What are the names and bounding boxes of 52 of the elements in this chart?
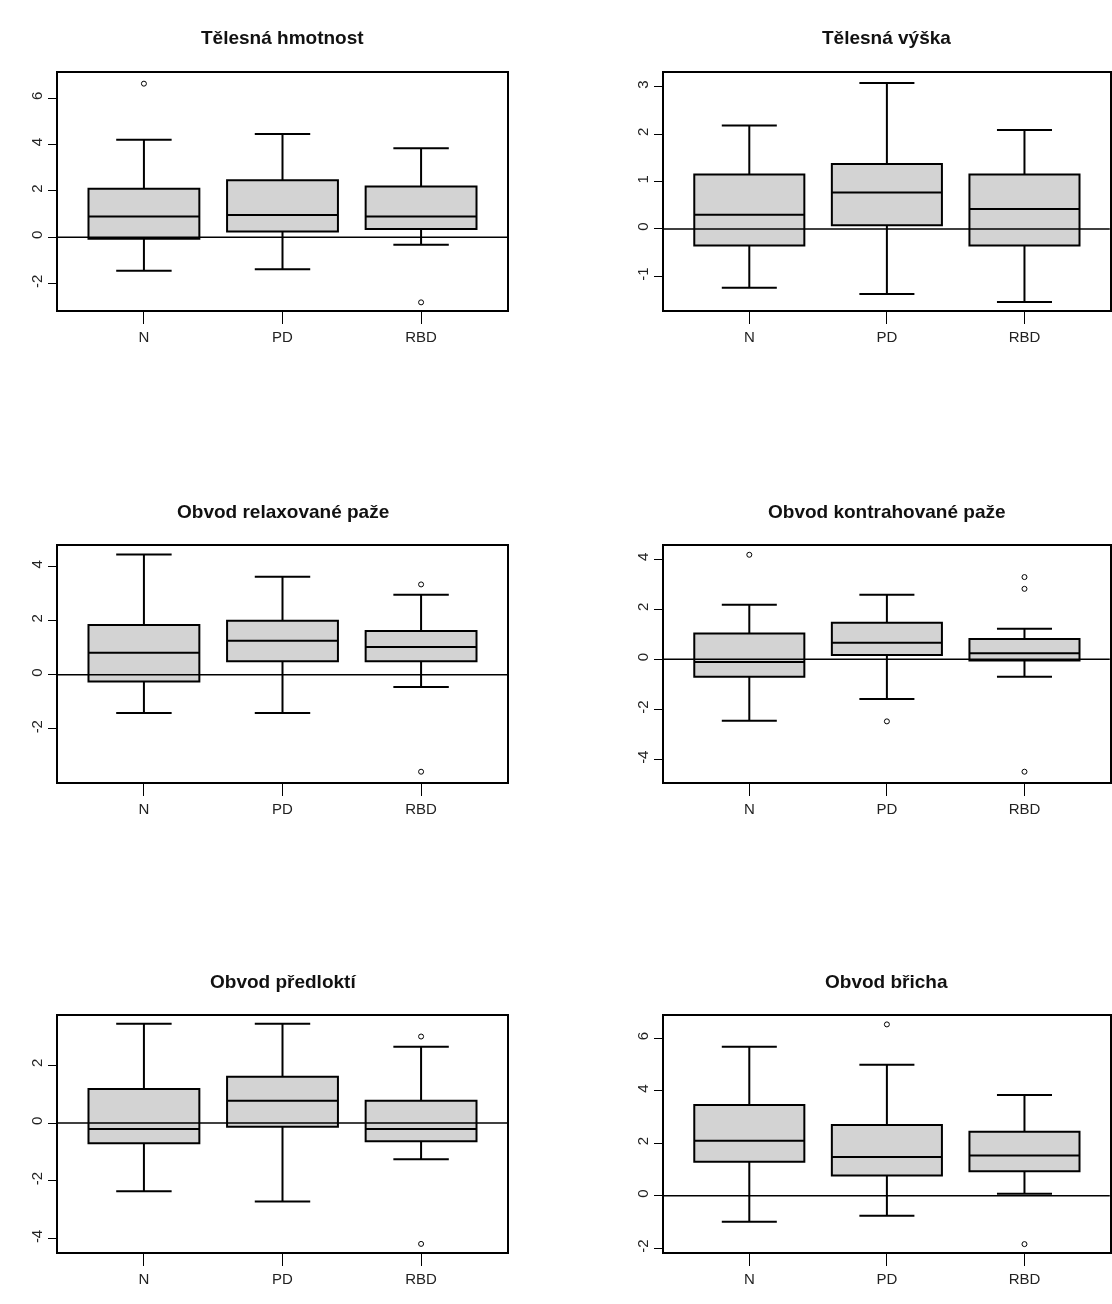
y-tick-label: -2 [634, 700, 651, 714]
x-tick-label: N [138, 800, 150, 817]
y-tick-label: 6 [28, 91, 45, 100]
x-tick-label: RBD [1008, 800, 1041, 817]
x-tick-label: N [138, 1270, 150, 1287]
x-tick-label: PD [876, 1270, 898, 1287]
y-tick-label: 0 [634, 652, 651, 662]
y-tick-label: 0 [28, 1116, 45, 1125]
x-tick-label: RBD [405, 800, 438, 817]
y-tick-label: -2 [28, 720, 45, 734]
y-tick-label: 0 [28, 230, 45, 240]
y-tick-label: 3 [634, 80, 651, 89]
x-tick-label: N [138, 328, 150, 345]
y-tick-label: 2 [28, 184, 45, 193]
y-tick-label: -4 [634, 750, 651, 764]
y-tick-label: 6 [634, 1031, 651, 1041]
x-tick-label: PD [272, 1270, 294, 1287]
y-tick-label: 4 [28, 560, 45, 569]
x-tick-label: RBD [405, 1270, 438, 1287]
y-tick-label: -2 [634, 1239, 651, 1253]
chart-title: Tělesná hmotnost [201, 27, 365, 48]
y-tick-label: -4 [28, 1229, 45, 1244]
y-tick-label: 2 [28, 1058, 45, 1068]
y-tick-label: 0 [634, 1189, 651, 1198]
y-tick-label: 2 [634, 1136, 651, 1146]
x-tick-label: PD [272, 328, 294, 345]
y-tick-label: 2 [634, 127, 651, 137]
x-tick-label: N [743, 1270, 755, 1287]
y-tick-label: 4 [634, 552, 651, 561]
chart-title: Obvod relaxované paže [177, 501, 390, 522]
y-tick-label: 0 [634, 222, 651, 231]
x-tick-label: PD [272, 800, 294, 817]
x-tick-label: N [743, 800, 755, 817]
y-tick-label: -2 [28, 274, 45, 288]
chart-title: Tělesná výška [822, 27, 952, 48]
y-tick-label: 1 [634, 175, 651, 184]
y-tick-label: 4 [634, 1084, 651, 1093]
chart-title: Obvod břicha [825, 971, 948, 992]
y-tick-label: -2 [28, 1171, 45, 1186]
y-tick-label: -1 [634, 267, 651, 281]
y-tick-label: 2 [634, 602, 651, 612]
x-tick-label: PD [876, 328, 898, 345]
x-tick-label: RBD [1008, 328, 1041, 345]
x-tick-label: RBD [405, 328, 438, 345]
chart-title: Obvod předloktí [210, 971, 357, 992]
y-tick-label: 0 [28, 668, 45, 677]
y-tick-label: 2 [28, 614, 45, 623]
chart-title: Obvod kontrahované paže [768, 501, 1006, 522]
x-tick-label: RBD [1008, 1270, 1041, 1287]
x-tick-label: PD [876, 800, 898, 817]
x-tick-label: N [743, 328, 755, 345]
y-tick-label: 4 [28, 138, 45, 147]
